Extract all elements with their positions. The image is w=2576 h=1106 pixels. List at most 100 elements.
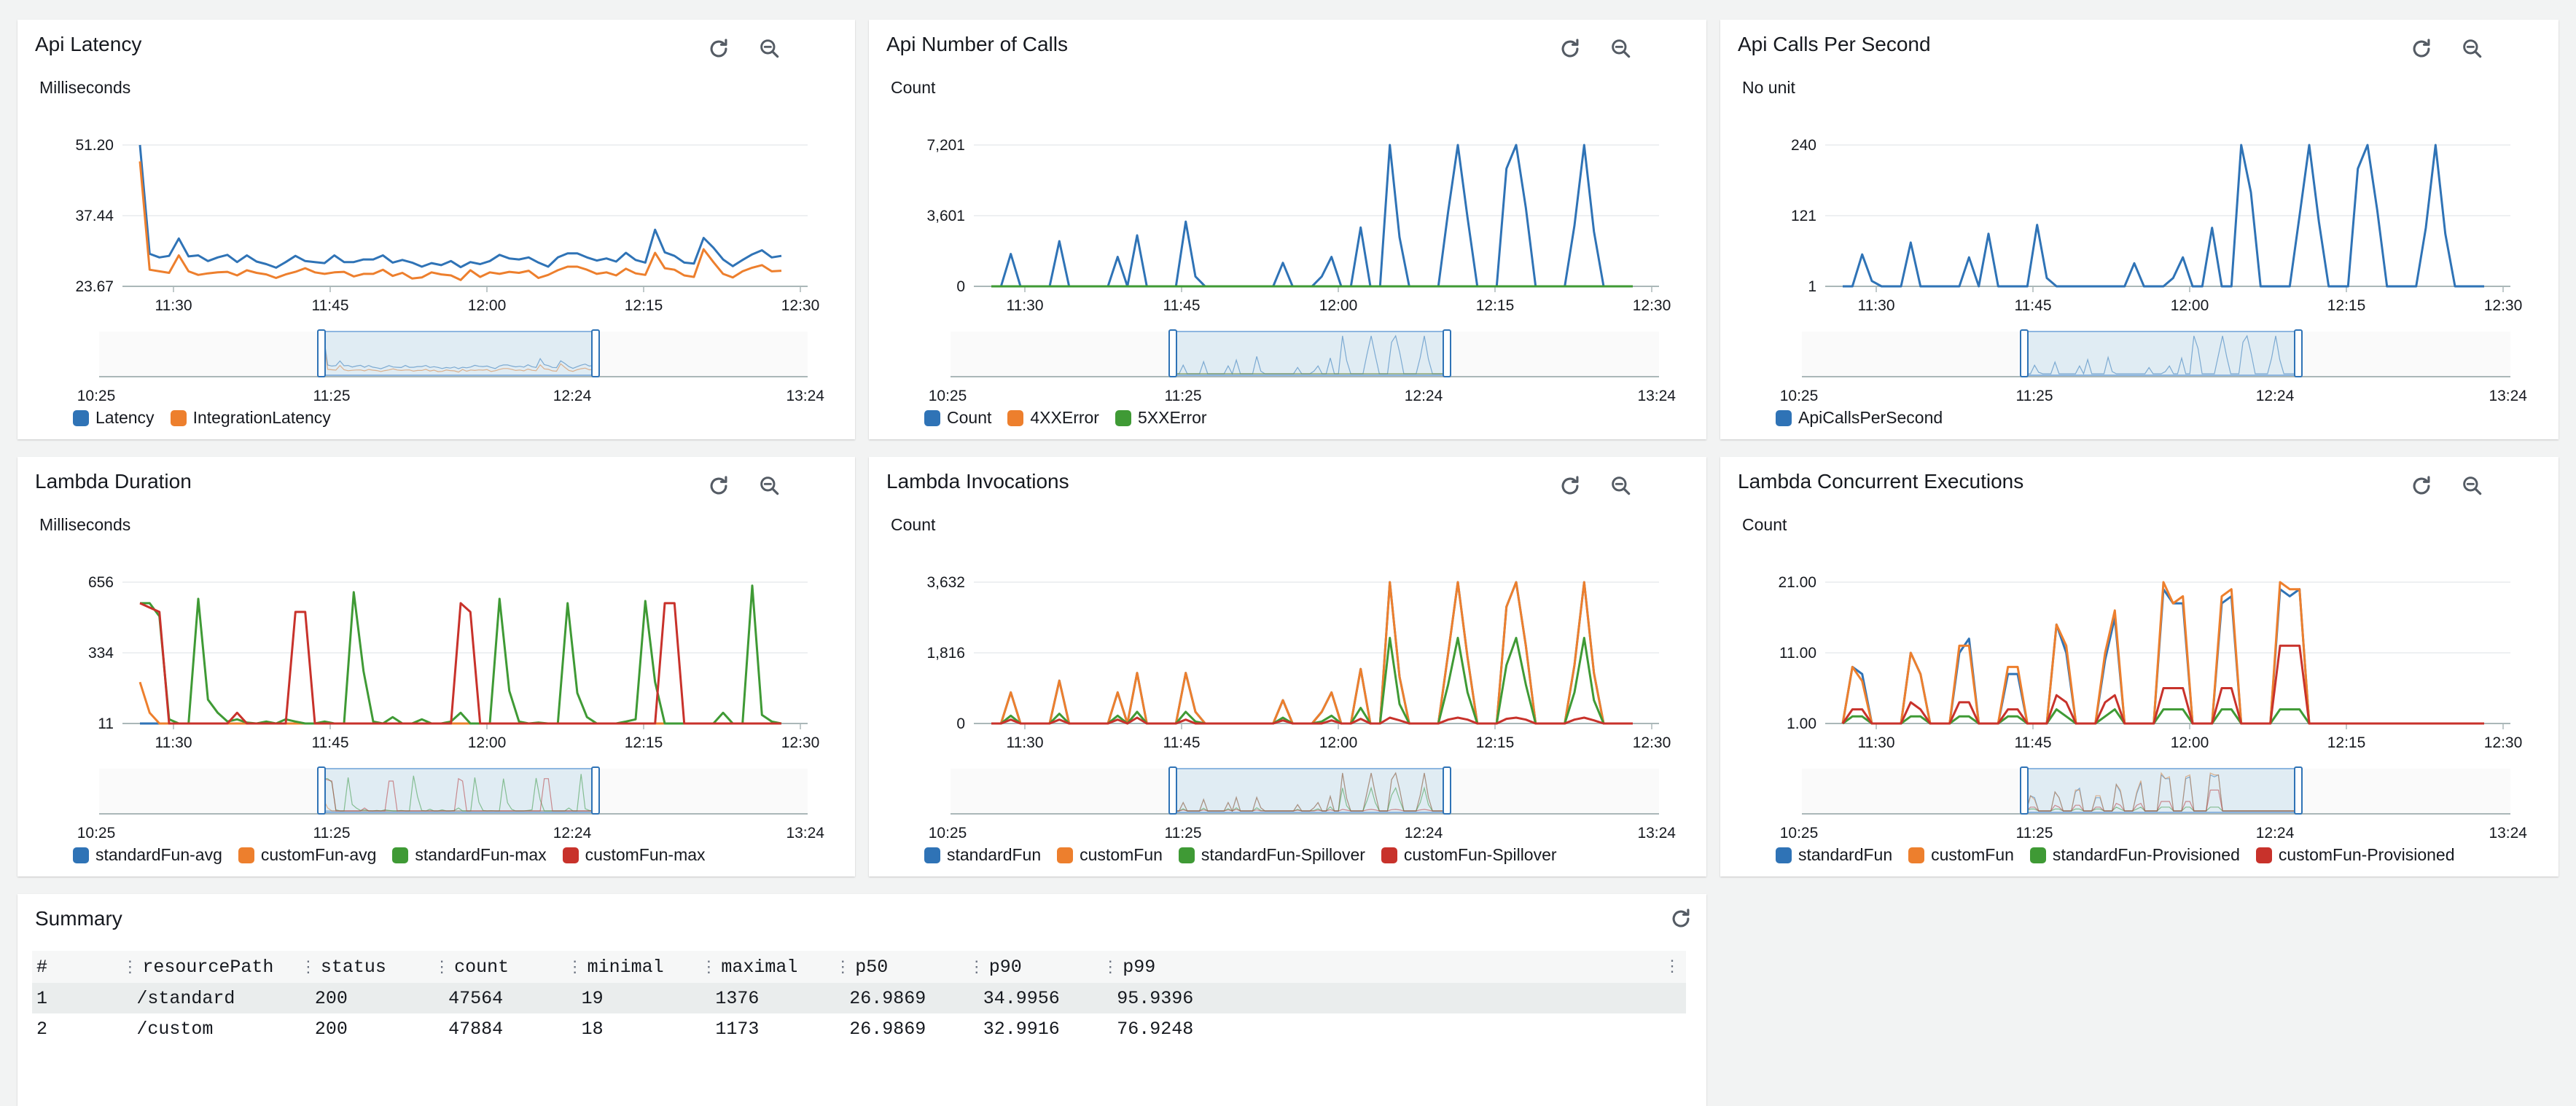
column-header-p50[interactable]: ⋮ p50 [830,951,964,983]
y-tick-label: 121 [1791,208,1816,224]
zoom-out-button[interactable] [2458,471,2487,501]
navigator-right-handle[interactable] [2294,766,2303,815]
series-line-standardfun [1841,588,2484,725]
column-header-status[interactable]: ⋮ status [295,951,430,983]
column-resize-handle[interactable]: ⋮ [700,958,717,977]
legend-swatch [1007,409,1024,426]
x-tick-label: 11:30 [1007,734,1044,751]
column-resize-handle[interactable]: ⋮ [968,958,985,977]
navigator-tick-label: 13:24 [1637,388,1676,404]
chart-api-number-of-calls: 7,201 3,601 0 11:30 11:45 12:00 12:15 12:30 10:2… [926,137,1676,404]
column-header-count[interactable]: ⋮ count [429,951,563,983]
refresh-button[interactable] [1556,34,1585,63]
legend-item-apicallspersecond[interactable]: ApiCallsPerSecond [1776,408,1943,428]
navigator-right-handle[interactable] [2294,329,2303,377]
legend-item-customfun[interactable]: customFun [1057,845,1163,865]
navigator-right-handle[interactable] [591,329,600,377]
legend-item-5xxerror[interactable]: 5XXError [1115,408,1207,428]
zoom-out-icon [760,476,779,495]
summary-table: # ⋮ resourcePath ⋮ status ⋮ count ⋮ minimal ⋮ maxi… [32,951,1686,1044]
column-header-p99[interactable]: ⋮ p99 ⋮ [1098,951,1686,983]
navigator-selection[interactable] [2024,331,2298,376]
legend-swatch [1381,847,1397,863]
x-tick-label: 12:30 [1633,297,1671,314]
legend-item-customfun-avg[interactable]: customFun-avg [238,845,376,865]
column-resize-handle[interactable]: ⋮ [1102,958,1119,977]
column-resize-handle[interactable]: ⋮ [835,958,851,977]
navigator-right-handle[interactable] [1443,766,1451,815]
column-resize-handle[interactable]: ⋮ [122,958,138,977]
table-cell: 200 [295,983,430,1013]
column-header-label: status [320,956,386,978]
legend-item-latency[interactable]: Latency [73,408,155,428]
x-tick-label: 12:30 [2484,297,2523,314]
table-cell: 18 [581,1018,604,1040]
navigator-left-handle[interactable] [1168,329,1177,377]
navigator-left-handle[interactable] [317,766,326,815]
zoom-out-button[interactable] [755,471,784,501]
legend-item-customfun-spillover[interactable]: customFun-Spillover [1381,845,1557,865]
legend: Count 4XXError 5XXError [924,408,1207,428]
refresh-button[interactable] [1556,471,1585,501]
navigator-left-handle[interactable] [2020,329,2029,377]
legend-item-standardfun-max[interactable]: standardFun-max [392,845,547,865]
legend-item-standardfun-spillover[interactable]: standardFun-Spillover [1178,845,1365,865]
zoom-out-button[interactable] [2458,34,2487,63]
x-tick-label: 12:30 [1633,734,1671,751]
legend-item-4xxerror[interactable]: 4XXError [1007,408,1099,428]
x-tick-label: 11:30 [1858,734,1895,751]
navigator-tick-label: 13:24 [786,388,824,404]
navigator-right-handle[interactable] [1443,329,1451,377]
legend-swatch [73,847,89,863]
column-resize-handle[interactable]: ⋮ [434,958,450,977]
navigator-left-handle[interactable] [317,329,326,377]
table-cell: 32.9916 [983,1018,1060,1040]
navigator-left-handle[interactable] [2020,766,2029,815]
column-header-p90[interactable]: ⋮ p90 [964,951,1098,983]
legend-item-customfun[interactable]: customFun [1908,845,2014,865]
navigator-selection[interactable] [2024,768,2298,813]
navigator-tick-label: 12:24 [553,825,592,842]
column-header-index[interactable]: # [32,951,118,983]
refresh-button[interactable] [2407,471,2436,501]
legend-item-count[interactable]: Count [924,408,991,428]
refresh-button[interactable] [2407,34,2436,63]
legend-item-standardfun-provisioned[interactable]: standardFun-Provisioned [2029,845,2240,865]
legend-item-standardfun-avg[interactable]: standardFun-avg [73,845,222,865]
zoom-out-button[interactable] [1607,34,1636,63]
table-cell: 1376 [696,983,831,1013]
legend-swatch [1115,409,1131,426]
column-header-maximal[interactable]: ⋮ maximal [696,951,831,983]
series-line-integrationlatency [138,161,782,281]
column-header-resourcepath[interactable]: ⋮ resourcePath [117,951,296,983]
y-tick-label: 0 [956,278,965,295]
navigator-selection[interactable] [321,768,596,813]
legend-item-integrationlatency[interactable]: IntegrationLatency [170,408,331,428]
navigator-tick-label: 12:24 [553,388,592,404]
navigator-tick-label: 10:25 [77,388,116,404]
navigator-right-handle[interactable] [591,766,600,815]
navigator-tick-label: 13:24 [1637,825,1676,842]
column-resize-handle[interactable]: ⋮ [566,958,583,977]
zoom-out-button[interactable] [755,34,784,63]
zoom-out-button[interactable] [1607,471,1636,501]
column-menu-icon[interactable]: ⋮ [1664,958,1680,976]
navigator-selection[interactable] [1173,331,1447,376]
refresh-button[interactable] [704,34,733,63]
summary-refresh-button[interactable] [1666,904,1695,933]
refresh-icon [710,39,727,58]
navigator-selection[interactable] [321,331,596,376]
legend-item-standardfun[interactable]: standardFun [924,845,1041,865]
legend-label: 4XXError [1030,408,1099,427]
legend-item-standardfun[interactable]: standardFun [1776,845,1892,865]
table-cell: 1173 [715,1018,760,1040]
legend-swatch [238,847,254,863]
legend-item-customfun-provisioned[interactable]: customFun-Provisioned [2255,845,2455,865]
column-resize-handle[interactable]: ⋮ [300,958,316,977]
navigator-left-handle[interactable] [1168,766,1177,815]
legend-item-customfun-max[interactable]: customFun-max [562,845,706,865]
table-cell: 2 [36,1018,48,1040]
refresh-button[interactable] [704,471,733,501]
column-header-minimal[interactable]: ⋮ minimal [562,951,697,983]
navigator-selection[interactable] [1173,768,1447,813]
